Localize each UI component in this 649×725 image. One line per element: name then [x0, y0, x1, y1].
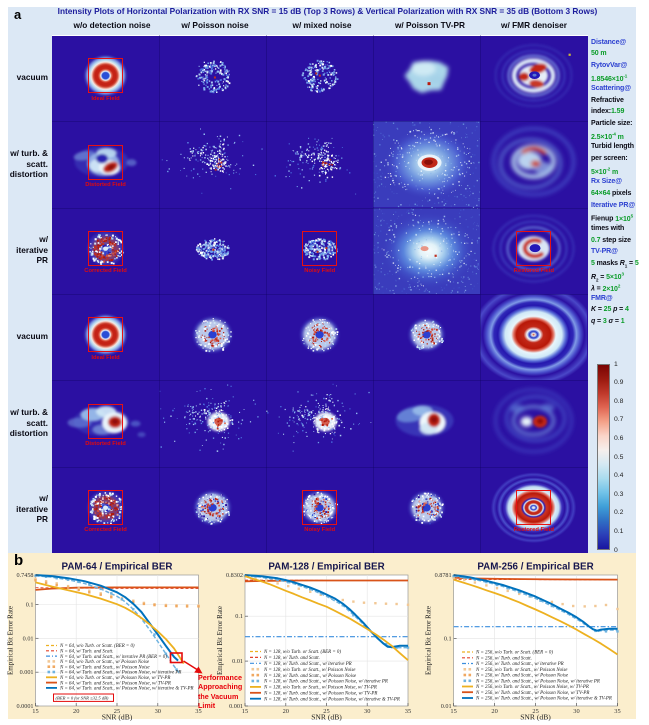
svg-text:N = 64, w/ Turb. and Scatt., w: N = 64, w/ Turb. and Scatt., w/ Poisson …: [59, 687, 193, 692]
svg-text:N = 128, w/ Turb. and Scatt.,: N = 128, w/ Turb. and Scatt., w/ Poisson…: [263, 674, 357, 679]
svg-text:N = 256, w/o Turb. or Scatt.,: N = 256, w/o Turb. or Scatt., w/ Poisson…: [475, 685, 589, 690]
svg-text:SNR (dB): SNR (dB): [311, 713, 342, 722]
svg-text:N = 128, w/ Turb. and Scatt.,: N = 128, w/ Turb. and Scatt., w/ Poisson…: [263, 697, 400, 702]
svg-text:N = 256, w/ Turb. and Scatt.,: N = 256, w/ Turb. and Scatt., w/ Poisson…: [475, 691, 589, 696]
svg-text:20: 20: [491, 708, 497, 715]
svg-text:N = 64, w/o Turb. or Scatt., w: N = 64, w/o Turb. or Scatt., w/ Poisson …: [59, 660, 150, 665]
svg-text:0.0001: 0.0001: [16, 703, 33, 710]
svg-text:SNR (dB): SNR (dB): [520, 713, 551, 722]
svg-text:15: 15: [450, 708, 456, 715]
svg-text:Empirical Bit Error Rate: Empirical Bit Error Rate: [216, 606, 224, 675]
svg-text:20: 20: [73, 708, 79, 715]
svg-text:30: 30: [573, 708, 579, 715]
svg-text:PAM-128 / Empirical BER: PAM-128 / Empirical BER: [268, 562, 384, 573]
svg-text:0.001: 0.001: [229, 703, 243, 710]
svg-text:N = 64, w/ Turb. and Scatt.: N = 64, w/ Turb. and Scatt.: [59, 650, 113, 655]
svg-text:(BER = 0 for SNR ≥32.5 dB): (BER = 0 for SNR ≥32.5 dB): [56, 696, 109, 701]
svg-text:SNR (dB): SNR (dB): [102, 713, 133, 722]
svg-text:N = 256, w/ Turb. and Scatt.,: N = 256, w/ Turb. and Scatt., w/ Poisson…: [475, 680, 600, 685]
svg-text:0.1: 0.1: [235, 613, 243, 620]
svg-text:N = 256, w/ Turb. and Scatt.,: N = 256, w/ Turb. and Scatt., w/ Poisson…: [475, 697, 612, 702]
svg-text:N = 64, w/ Turb. and Scatt., w: N = 64, w/ Turb. and Scatt., w/ Poisson …: [59, 681, 171, 686]
svg-text:Empirical Bit Error Rate: Empirical Bit Error Rate: [425, 606, 433, 675]
svg-text:35: 35: [195, 708, 201, 715]
svg-text:N = 64, w/o Turb. or Scatt. (B: N = 64, w/o Turb. or Scatt. (BER = 0): [59, 644, 135, 649]
svg-text:N = 128, w/ Turb. and Scatt.,: N = 128, w/ Turb. and Scatt., w/ Poisson…: [263, 680, 388, 685]
svg-text:N = 64, w/ Turb. and Scatt., w: N = 64, w/ Turb. and Scatt., w/ Poisson …: [59, 671, 181, 676]
svg-text:0.01: 0.01: [441, 703, 452, 710]
svg-text:N = 256, w/o Turb. or Scatt.,: N = 256, w/o Turb. or Scatt., w/ Poisson…: [475, 668, 568, 673]
svg-text:Empirical Bit Error Rate: Empirical Bit Error Rate: [7, 606, 15, 675]
svg-text:N = 64, w/o Turb. or Scatt., w: N = 64, w/o Turb. or Scatt., w/ Poisson …: [59, 676, 170, 681]
svg-text:N = 256, w/ Turb. and Scatt.: N = 256, w/ Turb. and Scatt.: [475, 657, 532, 662]
svg-text:N = 64, w/ Turb. and Scatt., w: N = 64, w/ Turb. and Scatt., w/ Poisson …: [59, 665, 150, 670]
svg-text:N = 256, w/ Turb. and Scatt.,: N = 256, w/ Turb. and Scatt., w/ Poisson…: [475, 674, 569, 679]
svg-text:N = 256, w/ Turb. and Scatt.,: N = 256, w/ Turb. and Scatt., w/ iterati…: [475, 662, 564, 667]
svg-text:N = 128, w/ Turb. and Scatt.,: N = 128, w/ Turb. and Scatt., w/ Poisson…: [263, 692, 377, 697]
svg-text:N = 128, w/o Turb. or Scatt. (: N = 128, w/o Turb. or Scatt. (BER = 0): [263, 650, 341, 655]
svg-text:15: 15: [32, 708, 38, 715]
svg-text:N = 64, w/ Turb. and Scatt., w: N = 64, w/ Turb. and Scatt., w/ iterativ…: [59, 655, 167, 660]
svg-text:N = 128, w/ Turb. and Scatt.: N = 128, w/ Turb. and Scatt.: [263, 656, 320, 661]
svg-text:N = 128, w/o Turb. or Scatt.,: N = 128, w/o Turb. or Scatt., w/ Poisson…: [263, 668, 356, 673]
svg-text:PAM-64 / Empirical BER: PAM-64 / Empirical BER: [62, 562, 173, 573]
svg-text:N = 128, w/ Turb. and Scatt.,: N = 128, w/ Turb. and Scatt., w/ iterati…: [263, 662, 352, 667]
svg-text:0.01: 0.01: [23, 635, 34, 642]
svg-text:0.8781: 0.8781: [435, 572, 452, 579]
svg-text:25: 25: [114, 708, 120, 715]
svg-text:0.1: 0.1: [26, 602, 34, 609]
svg-text:N = 256, w/o Turb. or Scatt. (: N = 256, w/o Turb. or Scatt. (BER = 0): [475, 651, 553, 656]
svg-text:15: 15: [242, 708, 248, 715]
svg-text:35: 35: [405, 708, 411, 715]
svg-text:0.8302: 0.8302: [226, 572, 243, 579]
svg-text:30: 30: [155, 708, 161, 715]
svg-text:0.001: 0.001: [20, 669, 34, 676]
svg-text:25: 25: [532, 708, 538, 715]
svg-text:25: 25: [323, 708, 329, 715]
svg-text:30: 30: [364, 708, 370, 715]
svg-text:0.1: 0.1: [444, 636, 452, 643]
svg-text:PAM-256 / Empirical BER: PAM-256 / Empirical BER: [477, 562, 593, 573]
svg-text:35: 35: [614, 708, 620, 715]
svg-text:20: 20: [283, 708, 289, 715]
svg-text:0.7458: 0.7458: [16, 572, 33, 579]
svg-text:N = 128, w/o Turb. or Scatt.,: N = 128, w/o Turb. or Scatt., w/ Poisson…: [263, 686, 377, 691]
svg-text:0.01: 0.01: [232, 658, 243, 665]
